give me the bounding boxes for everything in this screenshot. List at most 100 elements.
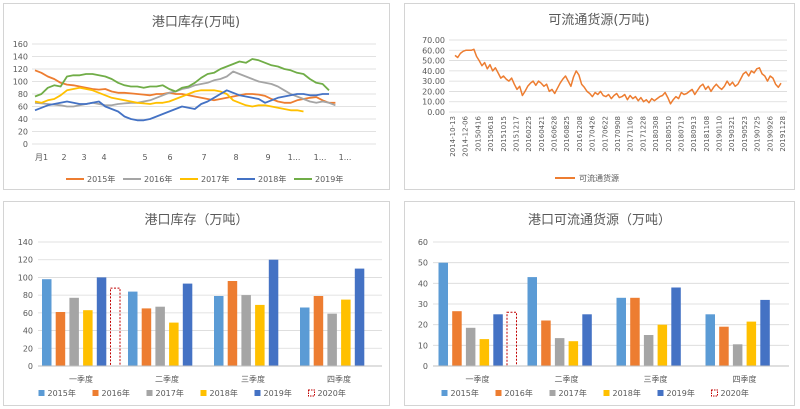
x-tick-label: 1...	[339, 153, 352, 162]
y-tick-label: 20	[23, 344, 33, 353]
x-category-label: 三季度	[644, 374, 668, 384]
series-line-circulating-supply	[454, 48, 782, 105]
x-category-label: 四季度	[733, 374, 757, 384]
legend-swatch	[549, 390, 556, 396]
x-tick-label: 20150416	[474, 115, 482, 151]
x-category-label: 一季度	[466, 374, 490, 384]
y-tick-label: 80	[18, 90, 28, 99]
x-tick-label: 月1	[35, 153, 48, 162]
bar	[746, 321, 757, 366]
legend-label: 2019年	[315, 174, 343, 184]
x-tick-label: 20151015	[500, 116, 508, 152]
bar	[760, 299, 770, 366]
legend-swatch	[441, 390, 448, 396]
legend-label: 2018年	[613, 388, 641, 398]
x-tick-label: 2	[61, 153, 66, 162]
y-tick-label: 60.00	[422, 46, 445, 55]
x-tick-label: 20171228	[639, 116, 647, 152]
bar	[438, 262, 448, 366]
bar	[155, 306, 165, 366]
bar	[169, 322, 179, 366]
legend-swatch	[254, 390, 261, 396]
chart-title: 港口可流通货源（万吨）	[528, 212, 671, 228]
y-tick-label: 40	[18, 115, 28, 124]
legend-label: 2015年	[451, 388, 479, 398]
bar	[541, 320, 551, 366]
x-tick-label: 3	[81, 153, 86, 162]
bar	[657, 324, 668, 366]
x-tick-label: 20190523	[741, 116, 749, 152]
chart-port-inventory-quarterly: 港口库存（万吨） 0 20 40 60 80 100 120 140 一季度 二季度 三季度 四季度 20…	[18, 212, 382, 398]
x-tick-label: 20170426	[589, 115, 597, 151]
x-category-label: 二季度	[155, 374, 179, 384]
x-tick-label: 2014-12-06	[462, 115, 470, 156]
y-tick-label: 10.00	[422, 98, 445, 107]
x-category-label: 四季度	[327, 374, 351, 384]
legend-swatch	[92, 390, 99, 396]
bar	[128, 291, 138, 366]
x-tick-label: 8	[233, 153, 238, 162]
x-tick-label: 20190926	[766, 115, 774, 151]
x-tick-label: 20150618	[487, 116, 495, 152]
bar	[42, 279, 52, 366]
legend-swatch	[711, 389, 718, 397]
bar	[227, 281, 238, 366]
x-tick-label: 6	[167, 153, 172, 162]
legend-label: 2016年	[505, 388, 533, 398]
x-tick-label: 20190725	[754, 116, 762, 152]
y-tick-label: 20	[418, 321, 428, 330]
chart-title: 港口库存(万吨)	[152, 14, 240, 30]
legend-swatch	[146, 390, 153, 396]
bar	[141, 308, 152, 366]
bar	[719, 326, 729, 366]
x-tick-label: 1...	[314, 153, 327, 162]
x-tick-label: 5	[142, 153, 147, 162]
series-line-5	[34, 58, 330, 98]
x-tick-label: 20170908	[614, 116, 622, 152]
bar	[69, 297, 79, 366]
legend-label: 2017年	[156, 388, 184, 398]
y-tick-label: 50.00	[422, 57, 445, 66]
bar	[630, 297, 640, 366]
y-tick-label: 160	[13, 40, 28, 49]
bar	[55, 312, 66, 366]
x-tick-label: 20160628	[551, 116, 559, 152]
bar	[493, 314, 503, 366]
legend-label: 2017年	[559, 388, 587, 398]
x-tick-label: 20161208	[576, 116, 584, 152]
x-category-label: 一季度	[69, 374, 93, 384]
x-tick-label: 9	[265, 153, 270, 162]
chart-panel-port-inventory-lines: 港口库存(万吨) 0 20 40 60 80 100 120 140 160 月1 2 3 4 5 6 7 8 9 1…	[3, 3, 390, 190]
bar	[300, 307, 310, 366]
y-tick-label: 0	[23, 140, 28, 149]
x-tick-label: 20181108	[703, 116, 711, 152]
x-tick-label: 20171106	[627, 115, 635, 151]
legend-swatch	[38, 390, 45, 396]
bar	[327, 313, 337, 366]
chart-panel-port-inventory-bars: 港口库存（万吨） 0 20 40 60 80 100 120 140 一季度 二季度 三季度 四季度 20…	[3, 201, 390, 406]
legend-swatch	[200, 390, 207, 396]
legend-label: 2020年	[318, 388, 346, 398]
x-tick-label: 2014-10-13	[449, 116, 457, 157]
legend-label: 2019年	[264, 388, 292, 398]
y-tick-label: 120	[13, 65, 28, 74]
chart-title: 港口库存（万吨）	[144, 212, 248, 228]
x-tick-label: 20191128	[779, 116, 787, 152]
bar	[506, 311, 517, 367]
legend-label: 2015年	[48, 388, 76, 398]
chart-panel-circulating-bars: 港口可流通货源（万吨） 0 10 20 30 40 50 60 一季度 二季度 三季度 四季度 2015…	[404, 201, 795, 406]
y-tick-label: 0	[423, 362, 428, 371]
legend-swatch	[308, 389, 315, 397]
x-tick-label: 20190321	[728, 116, 736, 152]
legend-label: 2018年	[258, 174, 286, 184]
bar	[96, 277, 107, 366]
bar	[255, 304, 265, 366]
y-tick-label: 140	[13, 53, 28, 62]
legend-label: 可流通货源	[579, 173, 619, 183]
x-tick-label: 7	[201, 153, 206, 162]
y-tick-label: 40.00	[422, 67, 445, 76]
y-tick-label: 30.00	[422, 77, 445, 86]
y-tick-label: 60	[418, 238, 428, 247]
x-category-label: 二季度	[555, 374, 579, 384]
